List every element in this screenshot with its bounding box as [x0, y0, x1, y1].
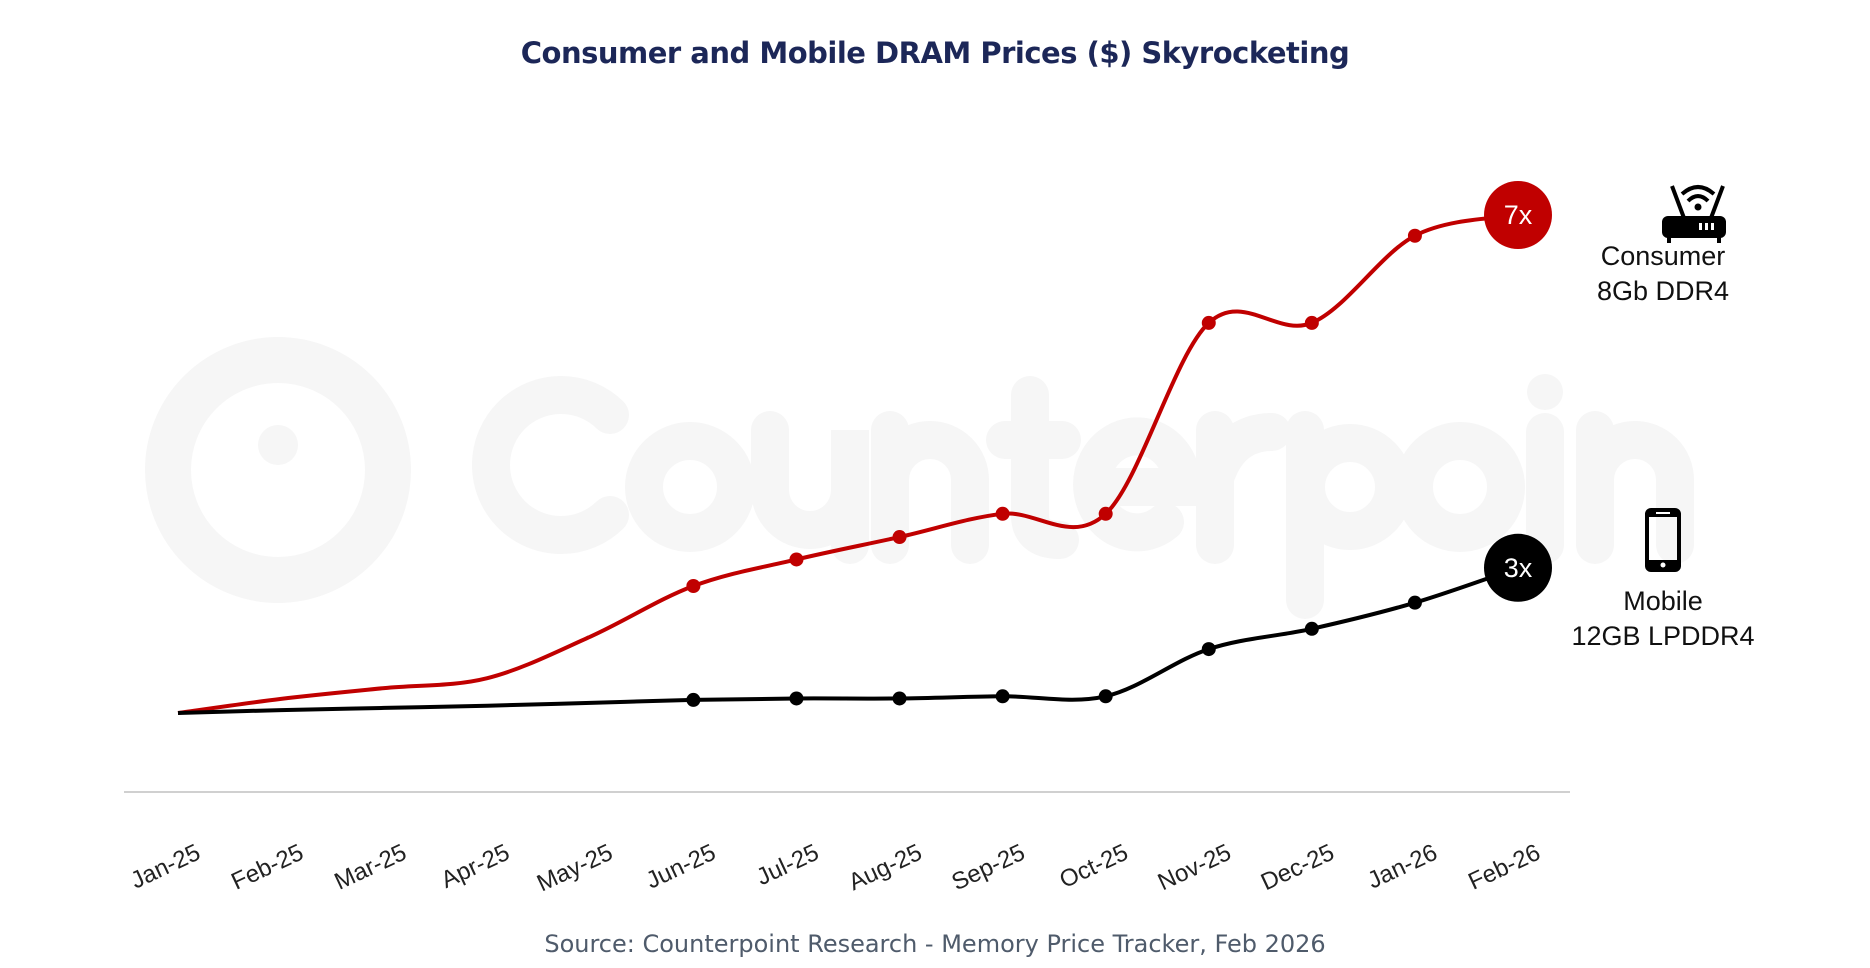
- series-lines: 7x 3x: [177, 181, 1552, 715]
- x-axis-tick-labels: Jan-25 Feb-25 Mar-25 Apr-25 May-25 Jun-25 Jul-…: [127, 839, 1545, 897]
- consumer-label-line2: 8Gb DDR4: [1597, 276, 1729, 306]
- data-point: [1407, 595, 1422, 610]
- x-tick-label: Jun-25: [642, 839, 720, 894]
- x-tick-label: Jul-25: [752, 839, 823, 891]
- x-tick-label: Dec-25: [1257, 839, 1339, 896]
- data-point: [789, 691, 804, 706]
- x-tick-label: Feb-25: [227, 839, 307, 896]
- source-note: Source: Counterpoint Research - Memory P…: [544, 930, 1326, 958]
- data-point: [892, 530, 907, 545]
- series-line-mobile: [177, 565, 1519, 715]
- router-icon: [1662, 185, 1726, 243]
- series-line-consumer: [177, 213, 1519, 715]
- x-tick-label: Aug-25: [845, 839, 927, 896]
- end-multiplier-label: 3x: [1504, 553, 1533, 583]
- data-point: [995, 689, 1010, 704]
- data-point: [686, 579, 701, 594]
- x-tick-label: Oct-25: [1056, 839, 1133, 894]
- watermark-logo: [145, 337, 1694, 619]
- data-point: [1201, 315, 1216, 330]
- data-point: [1304, 315, 1319, 330]
- data-point: [1407, 228, 1422, 243]
- smartphone-icon: [1645, 508, 1681, 572]
- consumer-label-line1: Consumer: [1601, 241, 1726, 271]
- data-point: [1098, 689, 1113, 704]
- x-tick-label: May-25: [533, 839, 617, 897]
- data-point: [995, 506, 1010, 521]
- x-tick-label: Jan-25: [127, 839, 205, 894]
- x-tick-label: Nov-25: [1154, 839, 1236, 896]
- x-tick-label: Sep-25: [948, 839, 1030, 896]
- data-point: [789, 552, 804, 567]
- data-point: [1201, 642, 1216, 657]
- mobile-label-line2: 12GB LPDDR4: [1571, 621, 1754, 651]
- watermark-lettering: [472, 374, 1694, 619]
- end-multiplier-badge: [1484, 533, 1552, 602]
- x-tick-label: Mar-25: [330, 839, 410, 896]
- data-point: [1098, 506, 1113, 521]
- mobile-label-line1: Mobile: [1623, 586, 1703, 616]
- end-multiplier-badge: [1484, 181, 1552, 249]
- x-tick-label: Apr-25: [437, 839, 514, 894]
- end-multiplier-label: 7x: [1504, 200, 1533, 230]
- x-tick-label: Jan-26: [1364, 839, 1442, 894]
- data-point: [892, 691, 907, 706]
- chart-title: Consumer and Mobile DRAM Prices ($) Skyr…: [520, 36, 1350, 70]
- data-point: [1304, 621, 1319, 636]
- x-tick-label: Feb-26: [1464, 839, 1544, 896]
- data-point: [686, 692, 701, 707]
